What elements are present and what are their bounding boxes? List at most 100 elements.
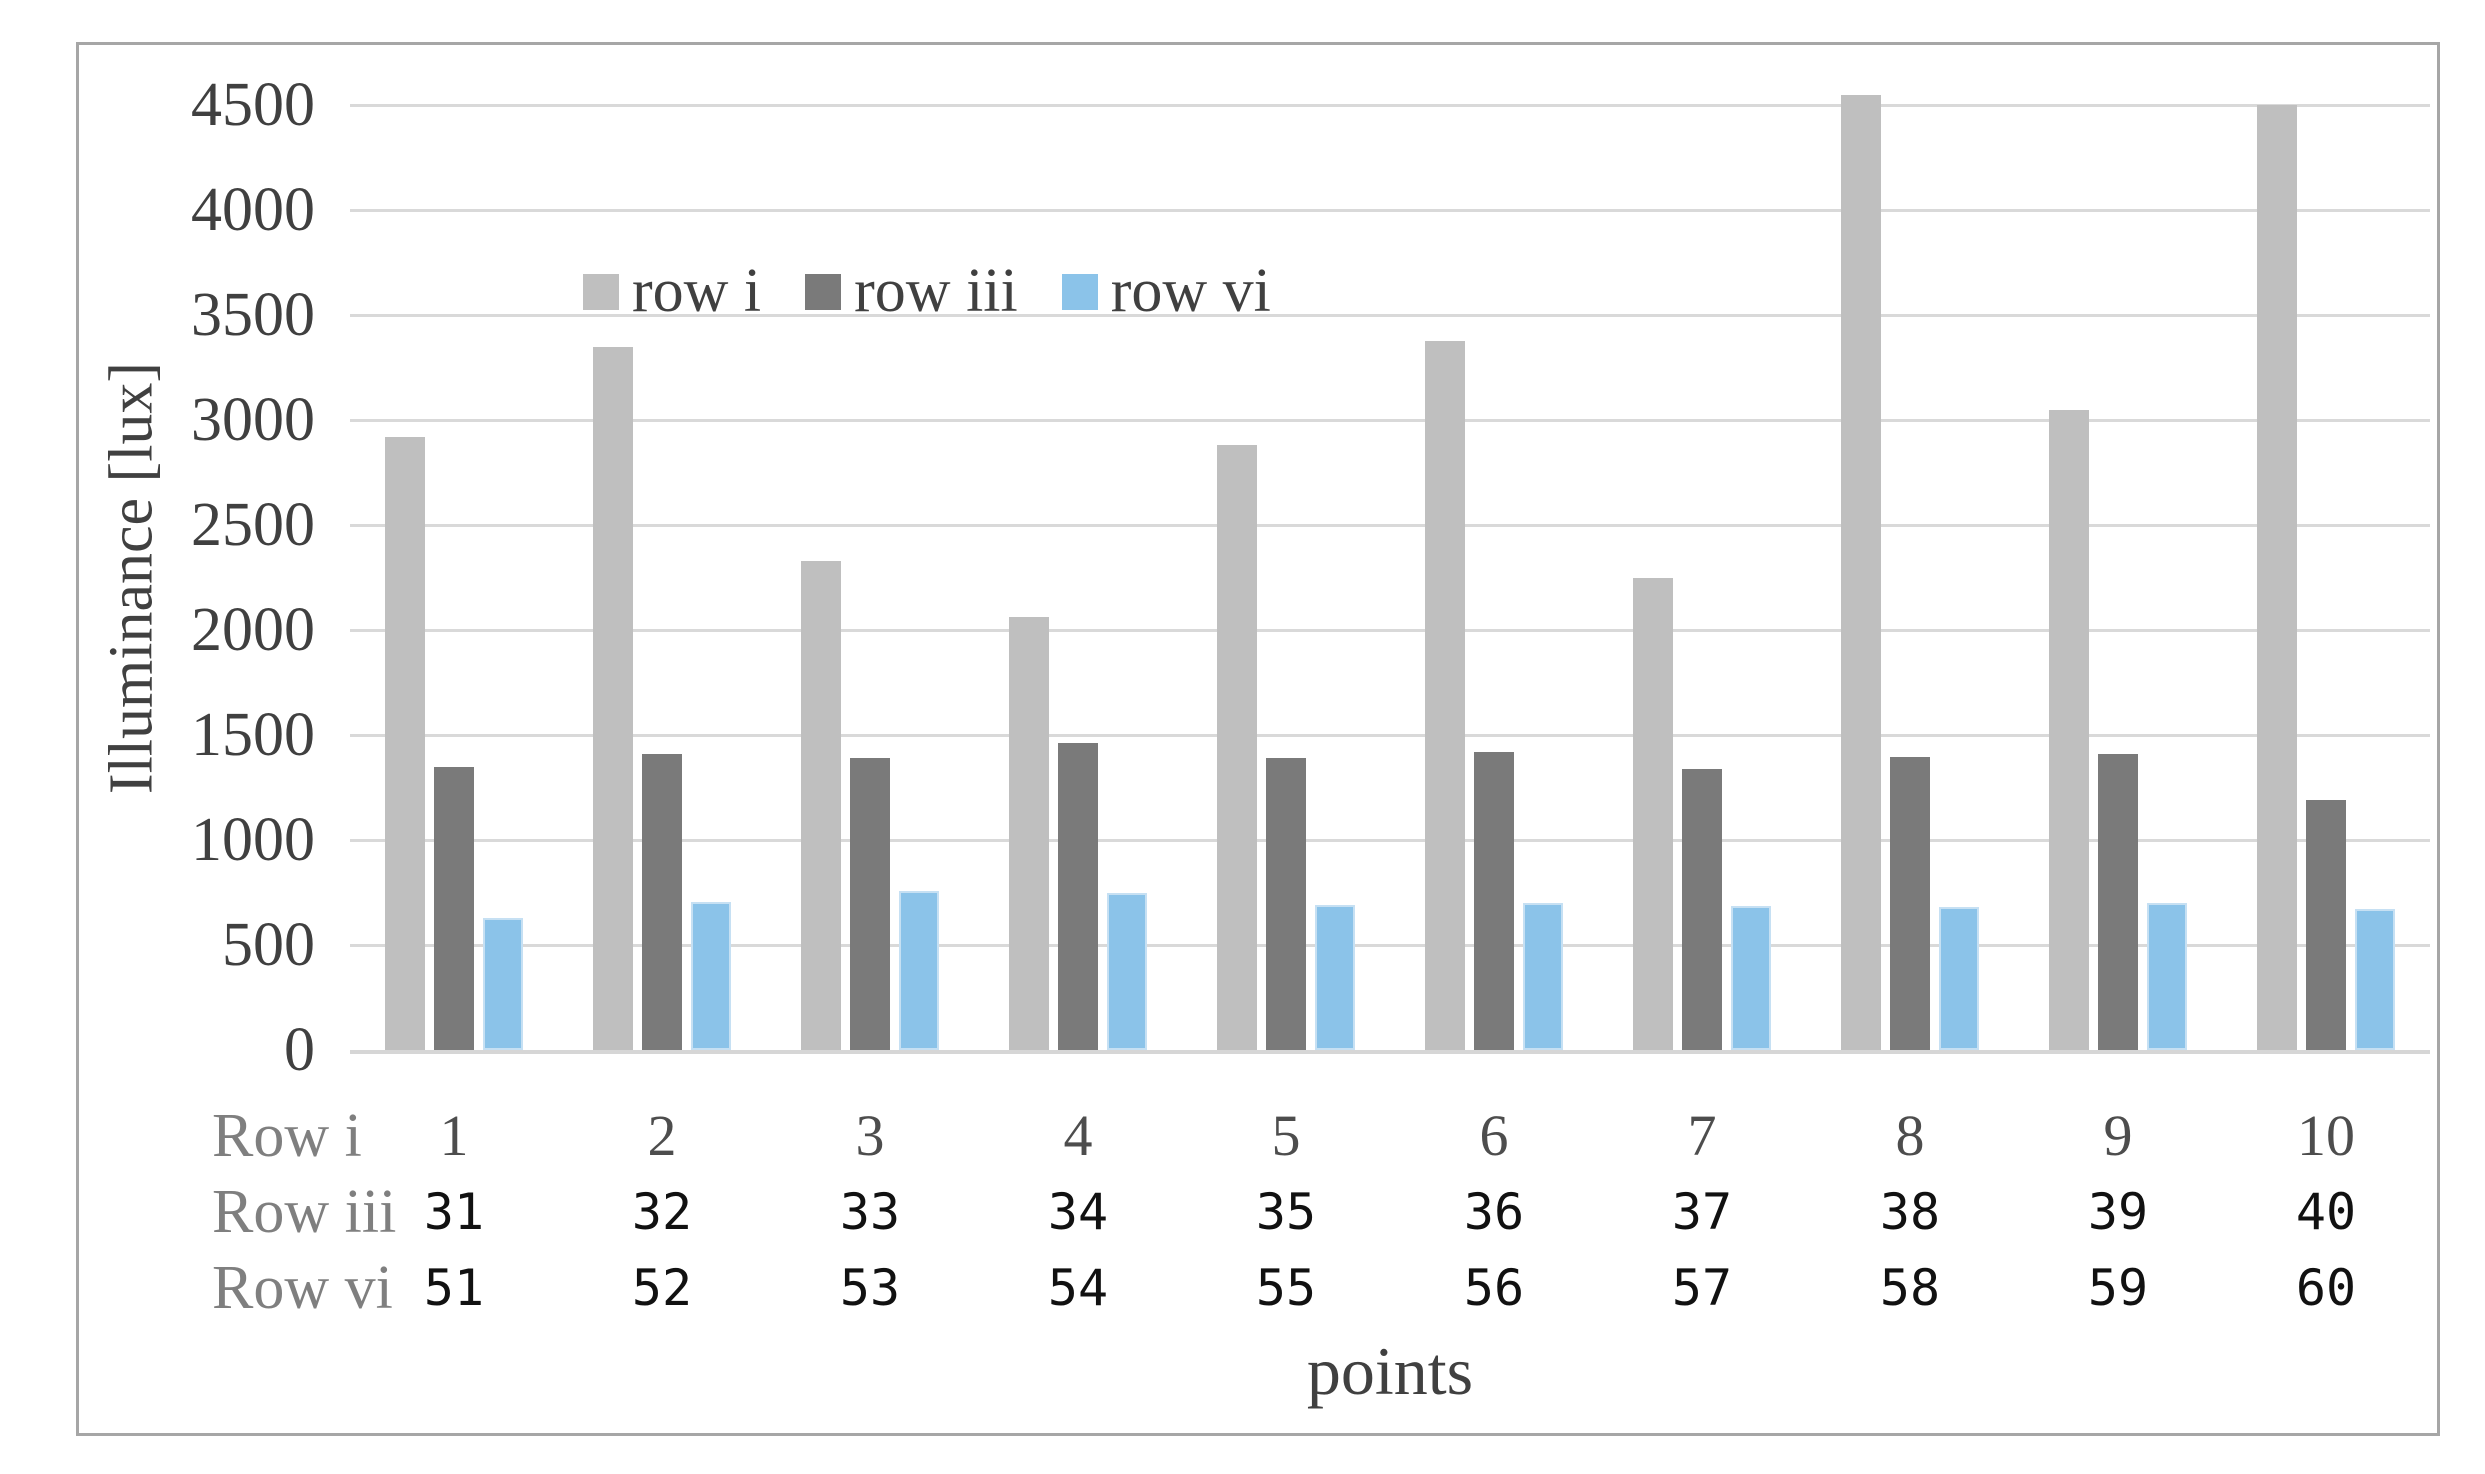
y-tick-label-500: 500 bbox=[222, 911, 315, 979]
bar-row-vi-point-7 bbox=[1731, 906, 1771, 1050]
category-row-values-2: 31 32 33 34 35 36 37 38 39 40 bbox=[350, 1172, 2430, 1252]
bar-row-iii-point-2 bbox=[642, 753, 682, 1050]
bar-row-i-point-10 bbox=[2257, 105, 2297, 1050]
gridline-1000 bbox=[350, 839, 2430, 842]
category-cell-10: 10 bbox=[2297, 1103, 2355, 1168]
category-cell-51: 51 bbox=[423, 1259, 485, 1317]
bar-row-iii-point-6 bbox=[1474, 751, 1514, 1050]
bar-row-vi-point-4 bbox=[1107, 892, 1147, 1050]
gridline-500 bbox=[350, 944, 2430, 947]
legend: row i row iii row vi bbox=[583, 256, 1271, 327]
plot-area bbox=[350, 94, 2430, 1054]
legend-label-row-i: row i bbox=[632, 257, 762, 325]
legend-label-row-vi: row vi bbox=[1110, 257, 1271, 325]
category-row-values-1: 1 2 3 4 5 6 7 8 9 10 bbox=[350, 1096, 2430, 1176]
y-tick-label-0: 0 bbox=[284, 1016, 315, 1084]
category-cell-58: 58 bbox=[1879, 1259, 1941, 1317]
y-tick-label-4500: 4500 bbox=[191, 71, 315, 139]
category-cell-59: 59 bbox=[2087, 1259, 2149, 1317]
bar-row-iii-point-3 bbox=[850, 758, 890, 1050]
category-cell-38: 38 bbox=[1879, 1183, 1941, 1241]
category-row-label-2: Row iii bbox=[212, 1178, 397, 1246]
y-tick-label-1000: 1000 bbox=[191, 806, 315, 874]
bar-row-iii-point-5 bbox=[1266, 758, 1306, 1050]
bar-row-i-point-9 bbox=[2049, 409, 2089, 1050]
bar-row-vi-point-5 bbox=[1315, 905, 1355, 1050]
bar-row-vi-point-1 bbox=[483, 917, 523, 1050]
category-cell-40: 40 bbox=[2295, 1183, 2357, 1241]
category-cell-56: 56 bbox=[1463, 1259, 1525, 1317]
bar-row-i-point-4 bbox=[1009, 617, 1049, 1050]
bar-row-iii-point-10 bbox=[2306, 800, 2346, 1050]
bar-row-vi-point-3 bbox=[899, 891, 939, 1050]
y-tick-label-2000: 2000 bbox=[191, 596, 315, 664]
gridline-2000 bbox=[350, 629, 2430, 632]
category-cell-36: 36 bbox=[1463, 1183, 1525, 1241]
bar-row-vi-point-2 bbox=[691, 901, 731, 1050]
category-cell-32: 32 bbox=[631, 1183, 693, 1241]
legend-label-row-iii: row iii bbox=[854, 257, 1018, 325]
y-tick-label-4000: 4000 bbox=[191, 176, 315, 244]
y-tick-label-3500: 3500 bbox=[191, 281, 315, 349]
y-axis-title: Illuminance [lux] bbox=[97, 361, 166, 795]
bar-row-iii-point-7 bbox=[1682, 768, 1722, 1050]
category-cell-54: 54 bbox=[1047, 1259, 1109, 1317]
bar-row-i-point-1 bbox=[385, 436, 425, 1050]
gridline-4000 bbox=[350, 209, 2430, 212]
bar-row-iii-point-9 bbox=[2098, 753, 2138, 1050]
gridline-3000 bbox=[350, 419, 2430, 422]
category-cell-9: 9 bbox=[2103, 1103, 2133, 1168]
category-cell-34: 34 bbox=[1047, 1183, 1109, 1241]
category-cell-31: 31 bbox=[423, 1183, 485, 1241]
bar-row-i-point-2 bbox=[593, 346, 633, 1050]
gridline-1500 bbox=[350, 734, 2430, 737]
category-cell-60: 60 bbox=[2295, 1259, 2357, 1317]
legend-item-row-i: row i bbox=[583, 256, 761, 327]
bar-group-6 bbox=[1390, 105, 1598, 1050]
bar-row-iii-point-1 bbox=[434, 766, 474, 1050]
bar-group-4 bbox=[974, 105, 1182, 1050]
gridline-4500 bbox=[350, 104, 2430, 107]
category-cell-2: 2 bbox=[647, 1103, 677, 1168]
bar-row-i-point-3 bbox=[801, 560, 841, 1050]
bar-row-vi-point-6 bbox=[1523, 903, 1563, 1050]
bar-row-iii-point-4 bbox=[1058, 743, 1098, 1050]
bar-group-1 bbox=[350, 105, 558, 1050]
bar-row-vi-point-10 bbox=[2355, 909, 2395, 1050]
category-cell-52: 52 bbox=[631, 1259, 693, 1317]
category-cell-5: 5 bbox=[1271, 1103, 1301, 1168]
bar-group-10 bbox=[2222, 105, 2430, 1050]
bar-row-iii-point-8 bbox=[1890, 757, 1930, 1050]
bar-group-3 bbox=[766, 105, 974, 1050]
bar-groups bbox=[350, 94, 2430, 1050]
legend-swatch-row-vi bbox=[1061, 273, 1098, 310]
category-cell-8: 8 bbox=[1895, 1103, 1925, 1168]
bar-group-2 bbox=[558, 105, 766, 1050]
category-cell-3: 3 bbox=[855, 1103, 885, 1168]
bar-row-i-point-7 bbox=[1633, 577, 1673, 1050]
category-cell-7: 7 bbox=[1687, 1103, 1717, 1168]
bar-row-vi-point-9 bbox=[2147, 903, 2187, 1050]
bar-row-i-point-6 bbox=[1425, 341, 1465, 1050]
gridline-3500 bbox=[350, 314, 2430, 317]
bar-row-i-point-5 bbox=[1217, 445, 1257, 1050]
bar-group-9 bbox=[2014, 105, 2222, 1050]
legend-swatch-row-i bbox=[583, 273, 619, 310]
legend-swatch-row-iii bbox=[805, 273, 842, 310]
bar-row-vi-point-8 bbox=[1939, 907, 1979, 1050]
category-cell-53: 53 bbox=[839, 1259, 901, 1317]
y-tick-label-1500: 1500 bbox=[191, 701, 315, 769]
category-cell-39: 39 bbox=[2087, 1183, 2149, 1241]
bar-group-7 bbox=[1598, 105, 1806, 1050]
y-tick-label-3000: 3000 bbox=[191, 386, 315, 454]
y-tick-label-2500: 2500 bbox=[191, 491, 315, 559]
bar-group-8 bbox=[1806, 94, 2014, 1050]
legend-item-row-vi: row vi bbox=[1061, 256, 1271, 327]
chart-outer-border bbox=[76, 42, 2440, 1436]
category-cell-37: 37 bbox=[1671, 1183, 1733, 1241]
category-cell-1: 1 bbox=[439, 1103, 469, 1168]
legend-item-row-iii: row iii bbox=[805, 256, 1018, 327]
x-axis-title: points bbox=[1306, 1333, 1474, 1409]
category-cell-55: 55 bbox=[1255, 1259, 1317, 1317]
